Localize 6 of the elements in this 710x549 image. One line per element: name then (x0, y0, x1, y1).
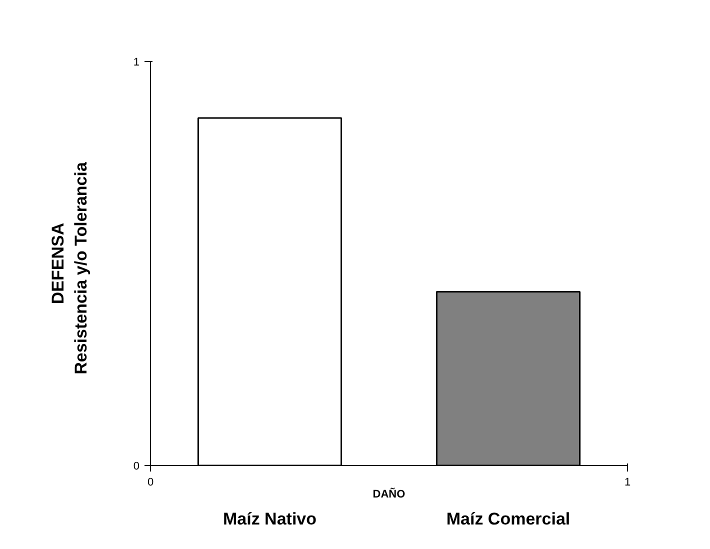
y-axis-title: DEFENSA Resistencia y/o Tolerancia (48, 162, 90, 374)
x-tick-label: Maíz Comercial (446, 510, 570, 528)
x-tick-label: Maíz Nativo (222, 510, 317, 528)
text: 1 (624, 476, 631, 488)
text: 0 (147, 476, 154, 488)
x-axis-title: DAÑO (372, 488, 406, 500)
